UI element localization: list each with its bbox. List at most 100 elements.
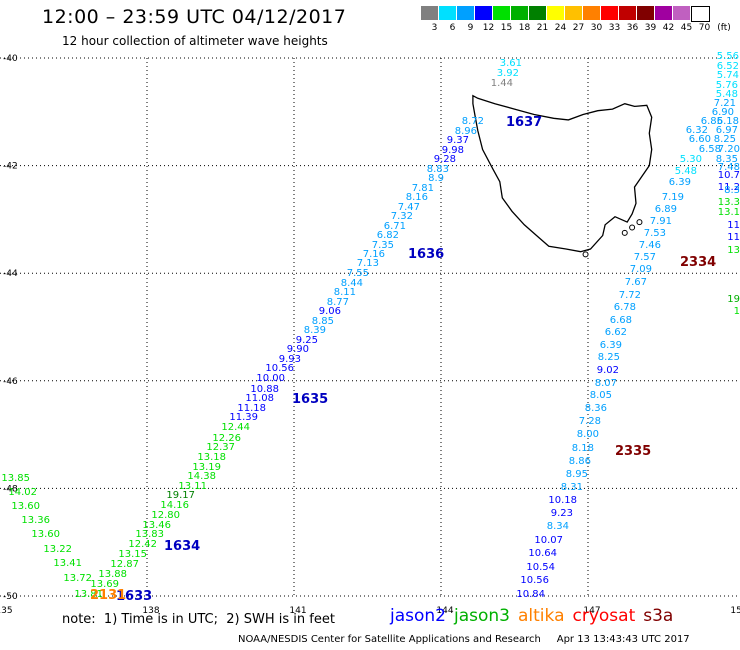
wave-height-value: 9.90 (287, 344, 309, 355)
track-label: 1633 (116, 589, 152, 604)
wave-height-value: 9.25 (296, 335, 318, 346)
scale-label: 27 (572, 23, 585, 33)
wave-height-value: 8.16 (406, 192, 428, 203)
longitude-tick-label: 144 (436, 606, 453, 616)
wave-height-value: 7.91 (650, 216, 672, 227)
wave-height-value: 13.22 (43, 544, 72, 555)
wave-height-value: 8.07 (595, 378, 617, 389)
wave-height-value: 10.88 (250, 384, 279, 395)
wave-height-value: 8.34 (547, 521, 569, 532)
scale-swatch (529, 6, 546, 20)
wave-height-value: 6.89 (655, 204, 677, 215)
wave-height-value: 13.69 (90, 579, 119, 590)
wave-height-value: 19 (727, 294, 740, 305)
satellite-cryosat: cryosat (572, 606, 636, 626)
wave-height-value: 8.77 (327, 297, 349, 308)
wave-height-value: 13.1 (718, 207, 740, 218)
scale-swatch (691, 6, 710, 22)
wave-height-value: 13.3 (718, 197, 740, 208)
wave-height-value: 5.56 (717, 51, 739, 62)
wave-height-value: 7.72 (619, 290, 641, 301)
wave-height-value: 12.44 (221, 422, 250, 433)
wave-height-value: 9.37 (447, 135, 469, 146)
wave-height-value: 13.46 (142, 520, 171, 531)
wave-height-value: 5.30 (680, 154, 702, 165)
wave-height-value: 6.39 (669, 177, 691, 188)
wave-height-value: 14.16 (160, 500, 189, 511)
island (636, 219, 643, 226)
scale-label: 12 (482, 23, 495, 33)
scale-swatch (547, 6, 564, 20)
wave-height-value: 8.18 (572, 443, 594, 454)
wave-height-value: 1.44 (491, 78, 513, 89)
map-grid (0, 57, 740, 597)
wave-height-value: 6.97 (716, 125, 738, 136)
wave-height-value: 13.81 (74, 589, 103, 600)
latitude-tick-label: -44 (3, 269, 18, 279)
wave-height-value: 8.86 (569, 456, 591, 467)
wave-height-value: 14.38 (187, 471, 216, 482)
scale-label: 45 (680, 23, 693, 33)
wave-height-value: 11.18 (237, 403, 266, 414)
wave-height-value: 9.06 (319, 306, 341, 317)
satellite-altika: altika (518, 606, 565, 626)
track-label: 2131 (90, 588, 126, 603)
wave-height-value: 5.48 (716, 89, 738, 100)
wave-height-value: 1 (734, 306, 740, 317)
island (621, 229, 628, 236)
scale-label: 3 (431, 23, 438, 33)
wave-height-value: 11 (727, 232, 740, 243)
wave-height-value: 7.19 (662, 192, 684, 203)
wave-height-value: 12.87 (110, 559, 139, 570)
scale-swatch (475, 6, 492, 20)
wave-height-value: 6.18 (717, 116, 739, 127)
wave-height-value: 8.36 (585, 403, 607, 414)
wave-height-value: 13.11 (178, 481, 207, 492)
scale-unit: (ft) (717, 23, 731, 33)
scale-label: 30 (590, 23, 603, 33)
scale-swatch (511, 6, 528, 20)
wave-height-value: 8.83 (427, 164, 449, 175)
scale-swatch (673, 6, 690, 20)
wave-height-value: 8.39 (304, 325, 326, 336)
wave-height-value: 10.00 (256, 373, 285, 384)
wave-height-value: 9.93 (279, 354, 301, 365)
wave-height-value: 6.52 (717, 61, 739, 72)
scale-label: 21 (536, 23, 549, 33)
wave-height-value: 7.46 (639, 240, 661, 251)
wave-height-value: 6.71 (384, 221, 406, 232)
coastline-path (472, 94, 653, 253)
scale-swatch (619, 6, 636, 20)
track-label: 2334 (680, 255, 716, 270)
wave-height-value: 6.68 (610, 315, 632, 326)
wave-height-value: 13.19 (192, 462, 221, 473)
wave-height-value: 7.35 (372, 240, 394, 251)
wave-height-value: 5.74 (717, 70, 739, 81)
scale-swatch (601, 6, 618, 20)
wave-height-value: 8.9 (428, 173, 444, 184)
wave-height-value: 7.21 (714, 98, 736, 109)
scale-label: 18 (518, 23, 531, 33)
wave-height-value: 8.85 (312, 316, 334, 327)
wave-height-value: 7.16 (363, 249, 385, 260)
wave-height-value: 10.56 (265, 363, 294, 374)
wave-height-value: 6.39 (600, 340, 622, 351)
wave-height-value: 7.48 (718, 162, 740, 173)
wave-height-value: 6.62 (605, 327, 627, 338)
wave-height-value: 8.44 (341, 278, 363, 289)
wave-height-value: 11.39 (229, 412, 258, 423)
satellite-s3a: s3a (643, 606, 674, 626)
scale-label: 70 (698, 23, 711, 33)
wave-height-value: 9.23 (551, 508, 573, 519)
wave-height-value: 6.78 (614, 302, 636, 313)
track-label: 1637 (506, 115, 542, 130)
wave-height-value: 7.28 (579, 416, 601, 427)
wave-height-value: 10.84 (516, 589, 545, 600)
page-title: 12:00 – 23:59 UTC 04/12/2017 (42, 6, 347, 28)
island (629, 224, 636, 231)
wave-height-value: 11 (727, 220, 740, 231)
longitude-tick-label: 135 (0, 606, 13, 616)
wave-height-value: 10.54 (526, 562, 555, 573)
wave-height-value: 8.3 (724, 185, 740, 196)
